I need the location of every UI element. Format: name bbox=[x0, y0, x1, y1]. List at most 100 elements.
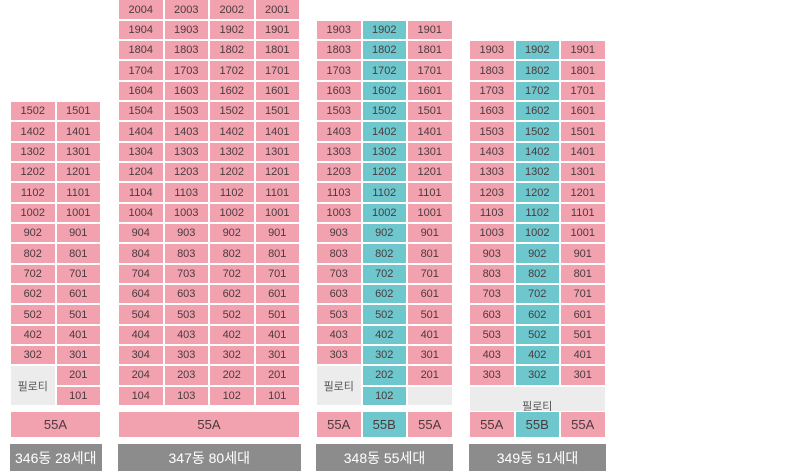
unit-cell: 502 bbox=[361, 304, 407, 325]
unit-cell: 1501 bbox=[407, 101, 453, 122]
unit-cell: 701 bbox=[254, 263, 300, 285]
unit-cell: 1001 bbox=[407, 202, 453, 224]
unit-cell: 1503 bbox=[163, 101, 209, 122]
unit-cell: 303 bbox=[469, 365, 515, 386]
unit-cell: 1602 bbox=[361, 80, 407, 102]
unit-cell: 801 bbox=[407, 243, 453, 264]
unit-cell: 1002 bbox=[514, 223, 560, 244]
unit-cell: 1802 bbox=[209, 40, 255, 61]
unit-type-label: 55A bbox=[560, 411, 606, 438]
unit-cell: 701 bbox=[407, 263, 453, 285]
unit-cell: 302 bbox=[361, 345, 407, 366]
unit-cell: 501 bbox=[407, 304, 453, 325]
unit-type-label: 55A bbox=[10, 411, 101, 438]
unit-cell: 1404 bbox=[118, 121, 164, 142]
unit-cell: 1702 bbox=[209, 60, 255, 81]
unit-cell: 1402 bbox=[361, 121, 407, 142]
unit-cell: 302 bbox=[10, 345, 56, 366]
unit-cell: 601 bbox=[560, 304, 606, 325]
unit-cell: 1601 bbox=[407, 80, 453, 102]
unit-cell: 302 bbox=[514, 365, 560, 386]
unit-cell: 1802 bbox=[514, 60, 560, 81]
unit-cell: 802 bbox=[361, 243, 407, 264]
unit-cell: 1602 bbox=[514, 101, 560, 122]
piloti-cell: 필로티 bbox=[316, 365, 362, 406]
unit-cell: 802 bbox=[10, 243, 56, 264]
unit-cell: 1002 bbox=[361, 202, 407, 224]
unit-cell: 1001 bbox=[560, 223, 606, 244]
unit-cell: 1501 bbox=[55, 101, 101, 122]
unit-cell: 204 bbox=[118, 365, 164, 386]
unit-cell: 401 bbox=[560, 345, 606, 366]
unit-cell: 1902 bbox=[209, 19, 255, 41]
unit-cell: 1403 bbox=[469, 141, 515, 163]
unit-cell: 1301 bbox=[55, 141, 101, 163]
unit-cell: 2001 bbox=[254, 0, 300, 20]
unit-cell: 503 bbox=[163, 304, 209, 325]
unit-cell: 702 bbox=[514, 284, 560, 305]
unit-cell: 1703 bbox=[316, 60, 362, 81]
unit-cell: 1102 bbox=[514, 202, 560, 224]
unit-cell: 701 bbox=[55, 263, 101, 285]
unit-cell: 1704 bbox=[118, 60, 164, 81]
piloti-cell: 필로티 bbox=[10, 365, 56, 406]
unit-cell: 803 bbox=[469, 263, 515, 285]
unit-cell: 2003 bbox=[163, 0, 209, 20]
unit-cell: 301 bbox=[55, 345, 101, 366]
unit-cell: 1001 bbox=[254, 202, 300, 224]
unit-cell: 103 bbox=[163, 385, 209, 406]
unit-type-label: 55A bbox=[316, 411, 362, 438]
unit-cell: 1901 bbox=[407, 19, 453, 41]
unit-cell: 1502 bbox=[361, 101, 407, 122]
unit-cell: 1402 bbox=[10, 121, 56, 142]
piloti-cell bbox=[407, 385, 453, 406]
unit-cell: 301 bbox=[254, 345, 300, 366]
unit-cell: 602 bbox=[361, 284, 407, 305]
unit-cell: 601 bbox=[55, 284, 101, 305]
building-label: 347동 80세대 bbox=[118, 444, 301, 471]
unit-cell: 1801 bbox=[254, 40, 300, 61]
unit-cell: 1502 bbox=[10, 101, 56, 122]
unit-cell: 2004 bbox=[118, 0, 164, 20]
unit-cell: 1903 bbox=[163, 19, 209, 41]
unit-cell: 1201 bbox=[55, 162, 101, 183]
unit-cell: 1803 bbox=[316, 40, 362, 61]
unit-cell: 1201 bbox=[407, 162, 453, 183]
unit-cell: 1204 bbox=[118, 162, 164, 183]
unit-cell: 602 bbox=[514, 304, 560, 325]
unit-cell: 702 bbox=[209, 263, 255, 285]
unit-cell: 403 bbox=[469, 345, 515, 366]
unit-cell: 603 bbox=[469, 304, 515, 325]
unit-cell: 1603 bbox=[163, 80, 209, 102]
unit-cell: 1103 bbox=[163, 182, 209, 203]
unit-cell: 1202 bbox=[361, 162, 407, 183]
unit-cell: 102 bbox=[361, 385, 407, 406]
unit-cell: 702 bbox=[10, 263, 56, 285]
unit-cell: 1402 bbox=[209, 121, 255, 142]
unit-cell: 1201 bbox=[254, 162, 300, 183]
unit-cell: 1101 bbox=[55, 182, 101, 203]
unit-cell: 1003 bbox=[163, 202, 209, 224]
unit-cell: 1403 bbox=[163, 121, 209, 142]
unit-cell: 402 bbox=[10, 324, 56, 345]
unit-cell: 803 bbox=[163, 243, 209, 264]
unit-cell: 402 bbox=[514, 345, 560, 366]
unit-cell: 1601 bbox=[254, 80, 300, 102]
unit-cell: 2002 bbox=[209, 0, 255, 20]
unit-cell: 1902 bbox=[361, 19, 407, 41]
unit-cell: 304 bbox=[118, 345, 164, 366]
unit-cell: 804 bbox=[118, 243, 164, 264]
unit-cell: 1503 bbox=[469, 121, 515, 142]
unit-cell: 1104 bbox=[118, 182, 164, 203]
unit-cell: 501 bbox=[254, 304, 300, 325]
unit-cell: 1102 bbox=[209, 182, 255, 203]
unit-cell: 902 bbox=[514, 243, 560, 264]
unit-cell: 1501 bbox=[560, 121, 606, 142]
unit-cell: 1504 bbox=[118, 101, 164, 122]
unit-cell: 1903 bbox=[316, 19, 362, 41]
unit-cell: 902 bbox=[361, 223, 407, 244]
unit-cell: 703 bbox=[469, 284, 515, 305]
unit-cell: 1003 bbox=[316, 202, 362, 224]
unit-cell: 603 bbox=[163, 284, 209, 305]
unit-cell: 1101 bbox=[254, 182, 300, 203]
